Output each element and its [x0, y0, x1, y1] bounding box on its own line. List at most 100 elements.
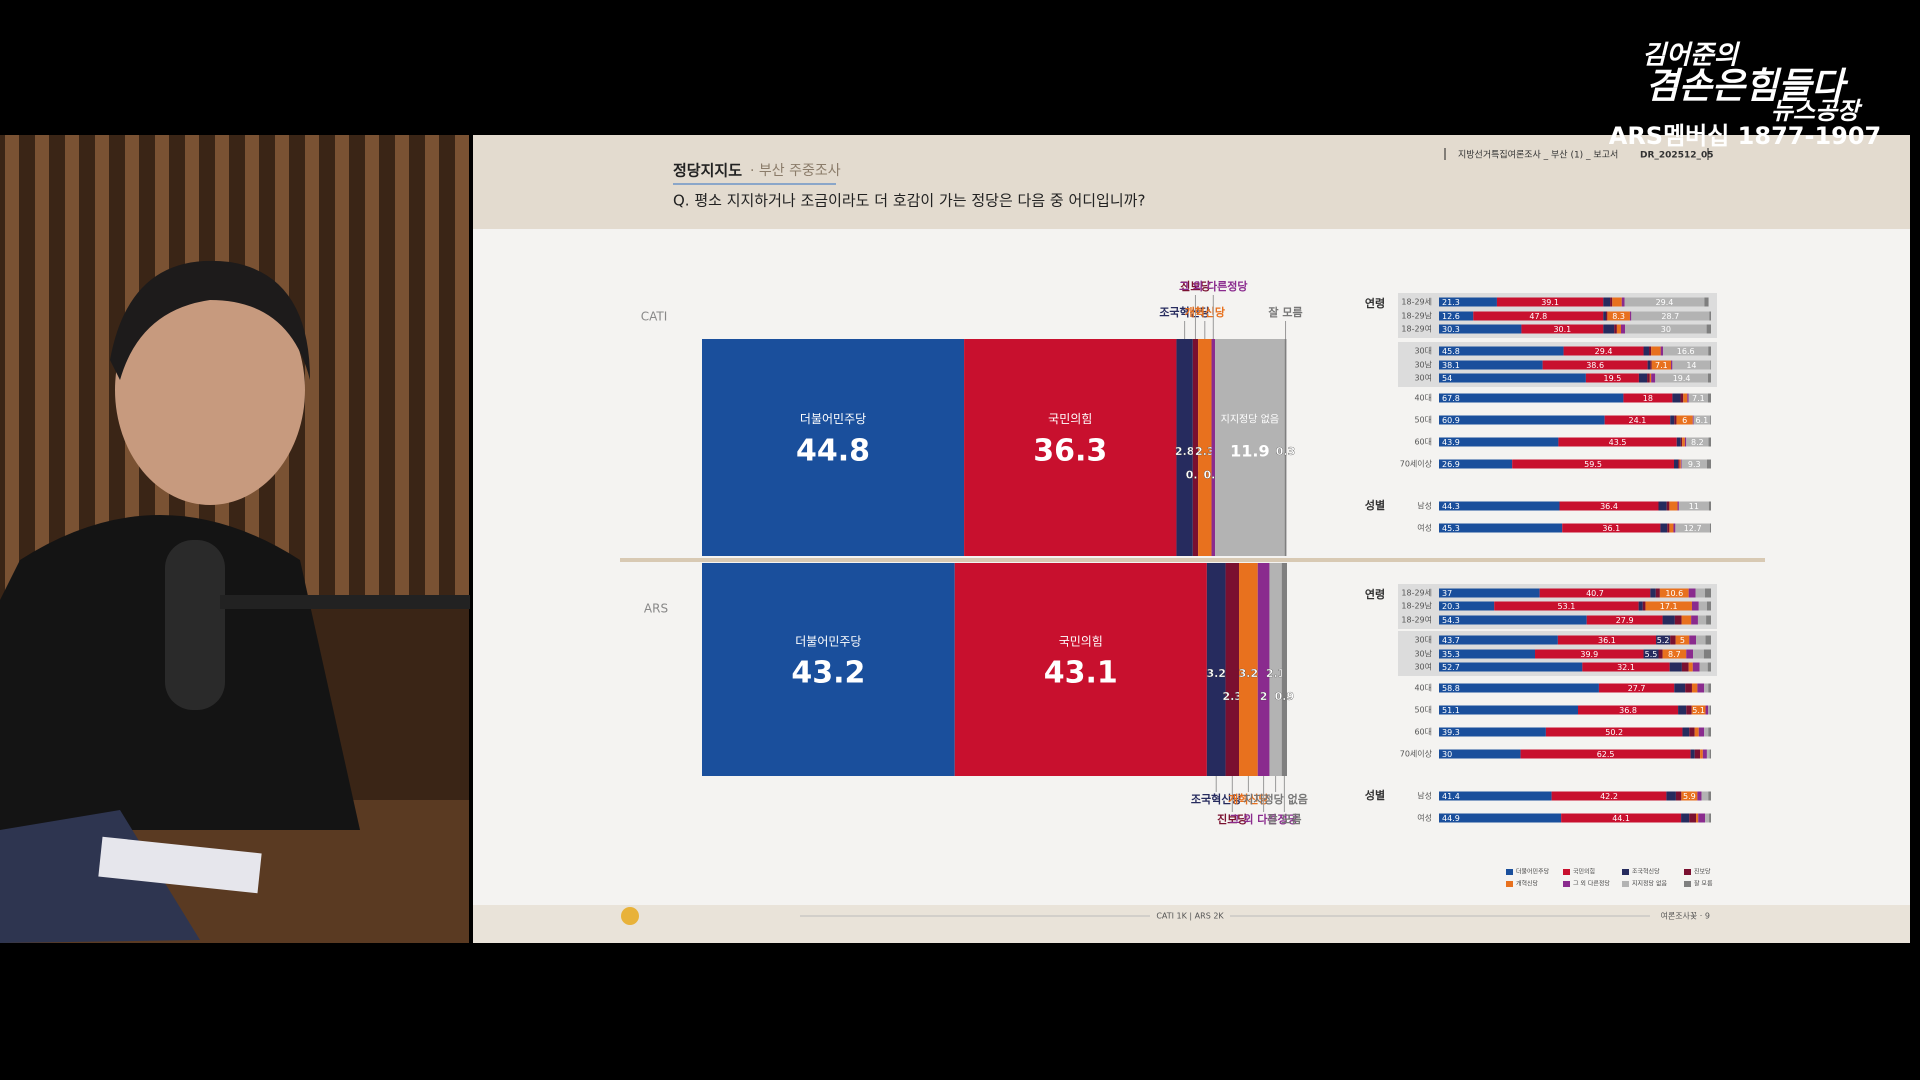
segment-value: 2.3 [1195, 445, 1215, 458]
segment-value: 50.2 [1605, 728, 1623, 737]
segment-value: 43.1 [1044, 655, 1118, 690]
segment-value: 19.5 [1603, 374, 1621, 383]
segment-value: 19.4 [1673, 374, 1691, 383]
slide-footer [473, 905, 1910, 943]
bar-segment [1211, 339, 1216, 556]
bar-segment [1545, 727, 1683, 737]
bar-segment [1705, 813, 1710, 823]
segment-name: 그 외 다른정당 [1229, 812, 1297, 826]
bar-segment [1439, 459, 1513, 469]
bar-segment [1702, 749, 1707, 759]
group-label: 연령 [1365, 587, 1385, 601]
segment-name: 잘 모름 [1268, 306, 1302, 319]
bar-segment [1606, 311, 1608, 321]
segment-value: 8.7 [1668, 650, 1681, 659]
segment-value: 30.1 [1553, 325, 1571, 334]
bar-segment [1708, 501, 1711, 511]
legend-swatch [1684, 881, 1691, 887]
bar-segment [1496, 297, 1604, 307]
segment-value: 27.7 [1628, 684, 1646, 693]
bar-segment [1439, 683, 1599, 693]
show-title: 겸손은힘들다 [1646, 66, 1850, 107]
bar-segment [1708, 683, 1711, 693]
bar-segment [1645, 601, 1692, 611]
bar-segment [1674, 683, 1686, 693]
bar-segment [1439, 297, 1497, 307]
bar-segment [1682, 727, 1690, 737]
bar-segment [1698, 813, 1706, 823]
legend-label: 그 외 다른정당 [1573, 880, 1610, 888]
segment-value: 52.7 [1442, 663, 1460, 672]
bar-segment [1542, 360, 1648, 370]
bar-segment [1708, 705, 1710, 715]
bar-segment [1669, 523, 1674, 533]
segment-value: 30 [1661, 325, 1671, 334]
segment-value: 0.3 [1276, 445, 1296, 458]
legend-label: 지지정당 없음 [1632, 880, 1668, 888]
row-label: 18-29여 [1401, 615, 1432, 625]
bar-segment [1704, 297, 1709, 307]
segment-value: 53.1 [1558, 602, 1576, 611]
bar-segment [1439, 501, 1560, 511]
segment-value: 5 [1680, 636, 1685, 645]
bar-segment [1710, 415, 1711, 425]
bar-segment [1621, 297, 1625, 307]
paper [98, 836, 262, 894]
bar-segment [1689, 727, 1695, 737]
segment-value: 36.4 [1600, 502, 1618, 511]
bar-segment [1670, 415, 1675, 425]
row-label: 30여 [1414, 662, 1432, 672]
bar-segment [1535, 649, 1644, 659]
slide-title: 정당지지도 [673, 162, 742, 180]
wood-stripe [425, 135, 439, 595]
bar-segment [1662, 649, 1687, 659]
bar-segment [1684, 437, 1687, 447]
bar-segment [1439, 437, 1559, 447]
bar-segment [1690, 749, 1695, 759]
group-label: 연령 [1365, 296, 1385, 310]
segment-value: 43.2 [791, 655, 865, 690]
segment-value: 35.3 [1442, 650, 1460, 659]
segment-value: 38.6 [1586, 361, 1604, 370]
row-label: 여성 [1417, 813, 1432, 823]
legend-label: 조국혁신당 [1632, 868, 1660, 876]
segment-value: 17.1 [1660, 602, 1678, 611]
segment-value: 16.6 [1677, 347, 1695, 356]
segment-value: 12.6 [1442, 312, 1460, 321]
bar-segment [1520, 749, 1691, 759]
bar-segment [1681, 459, 1707, 469]
bar-segment [1673, 523, 1676, 533]
segment-value: 9.3 [1688, 460, 1701, 469]
bar-segment [1439, 662, 1583, 672]
bar-segment [1647, 360, 1651, 370]
bar-segment [1650, 588, 1656, 598]
segment-value: 26.9 [1442, 460, 1460, 469]
segment-value: 12.7 [1684, 524, 1702, 533]
wood-stripe [455, 135, 469, 595]
bar-segment [1696, 635, 1706, 645]
bar-segment [1660, 523, 1668, 533]
segment-value: 44.8 [796, 433, 870, 468]
bar-segment [702, 563, 955, 776]
segment-value: 7.1 [1655, 361, 1668, 370]
segment-value: 3.2 [1206, 667, 1226, 680]
bar-segment [1697, 791, 1702, 801]
segment-value: 21.3 [1442, 298, 1460, 307]
segment-value: 28.7 [1661, 312, 1679, 321]
bar-segment [1603, 297, 1611, 307]
bar-segment [1625, 324, 1707, 334]
bar-segment [1610, 297, 1613, 307]
bar-segment [1691, 615, 1698, 625]
segment-value: 5.9 [1683, 792, 1696, 801]
person-hair [110, 260, 310, 380]
bar-segment [1700, 749, 1703, 759]
row-label: 남성 [1417, 792, 1432, 801]
microphone [165, 540, 225, 710]
webcam [0, 135, 470, 943]
segment-value: 51.1 [1442, 706, 1460, 715]
bar-segment [1669, 662, 1682, 672]
segment-value: 54.3 [1442, 616, 1460, 625]
segment-value: 36.1 [1598, 636, 1616, 645]
